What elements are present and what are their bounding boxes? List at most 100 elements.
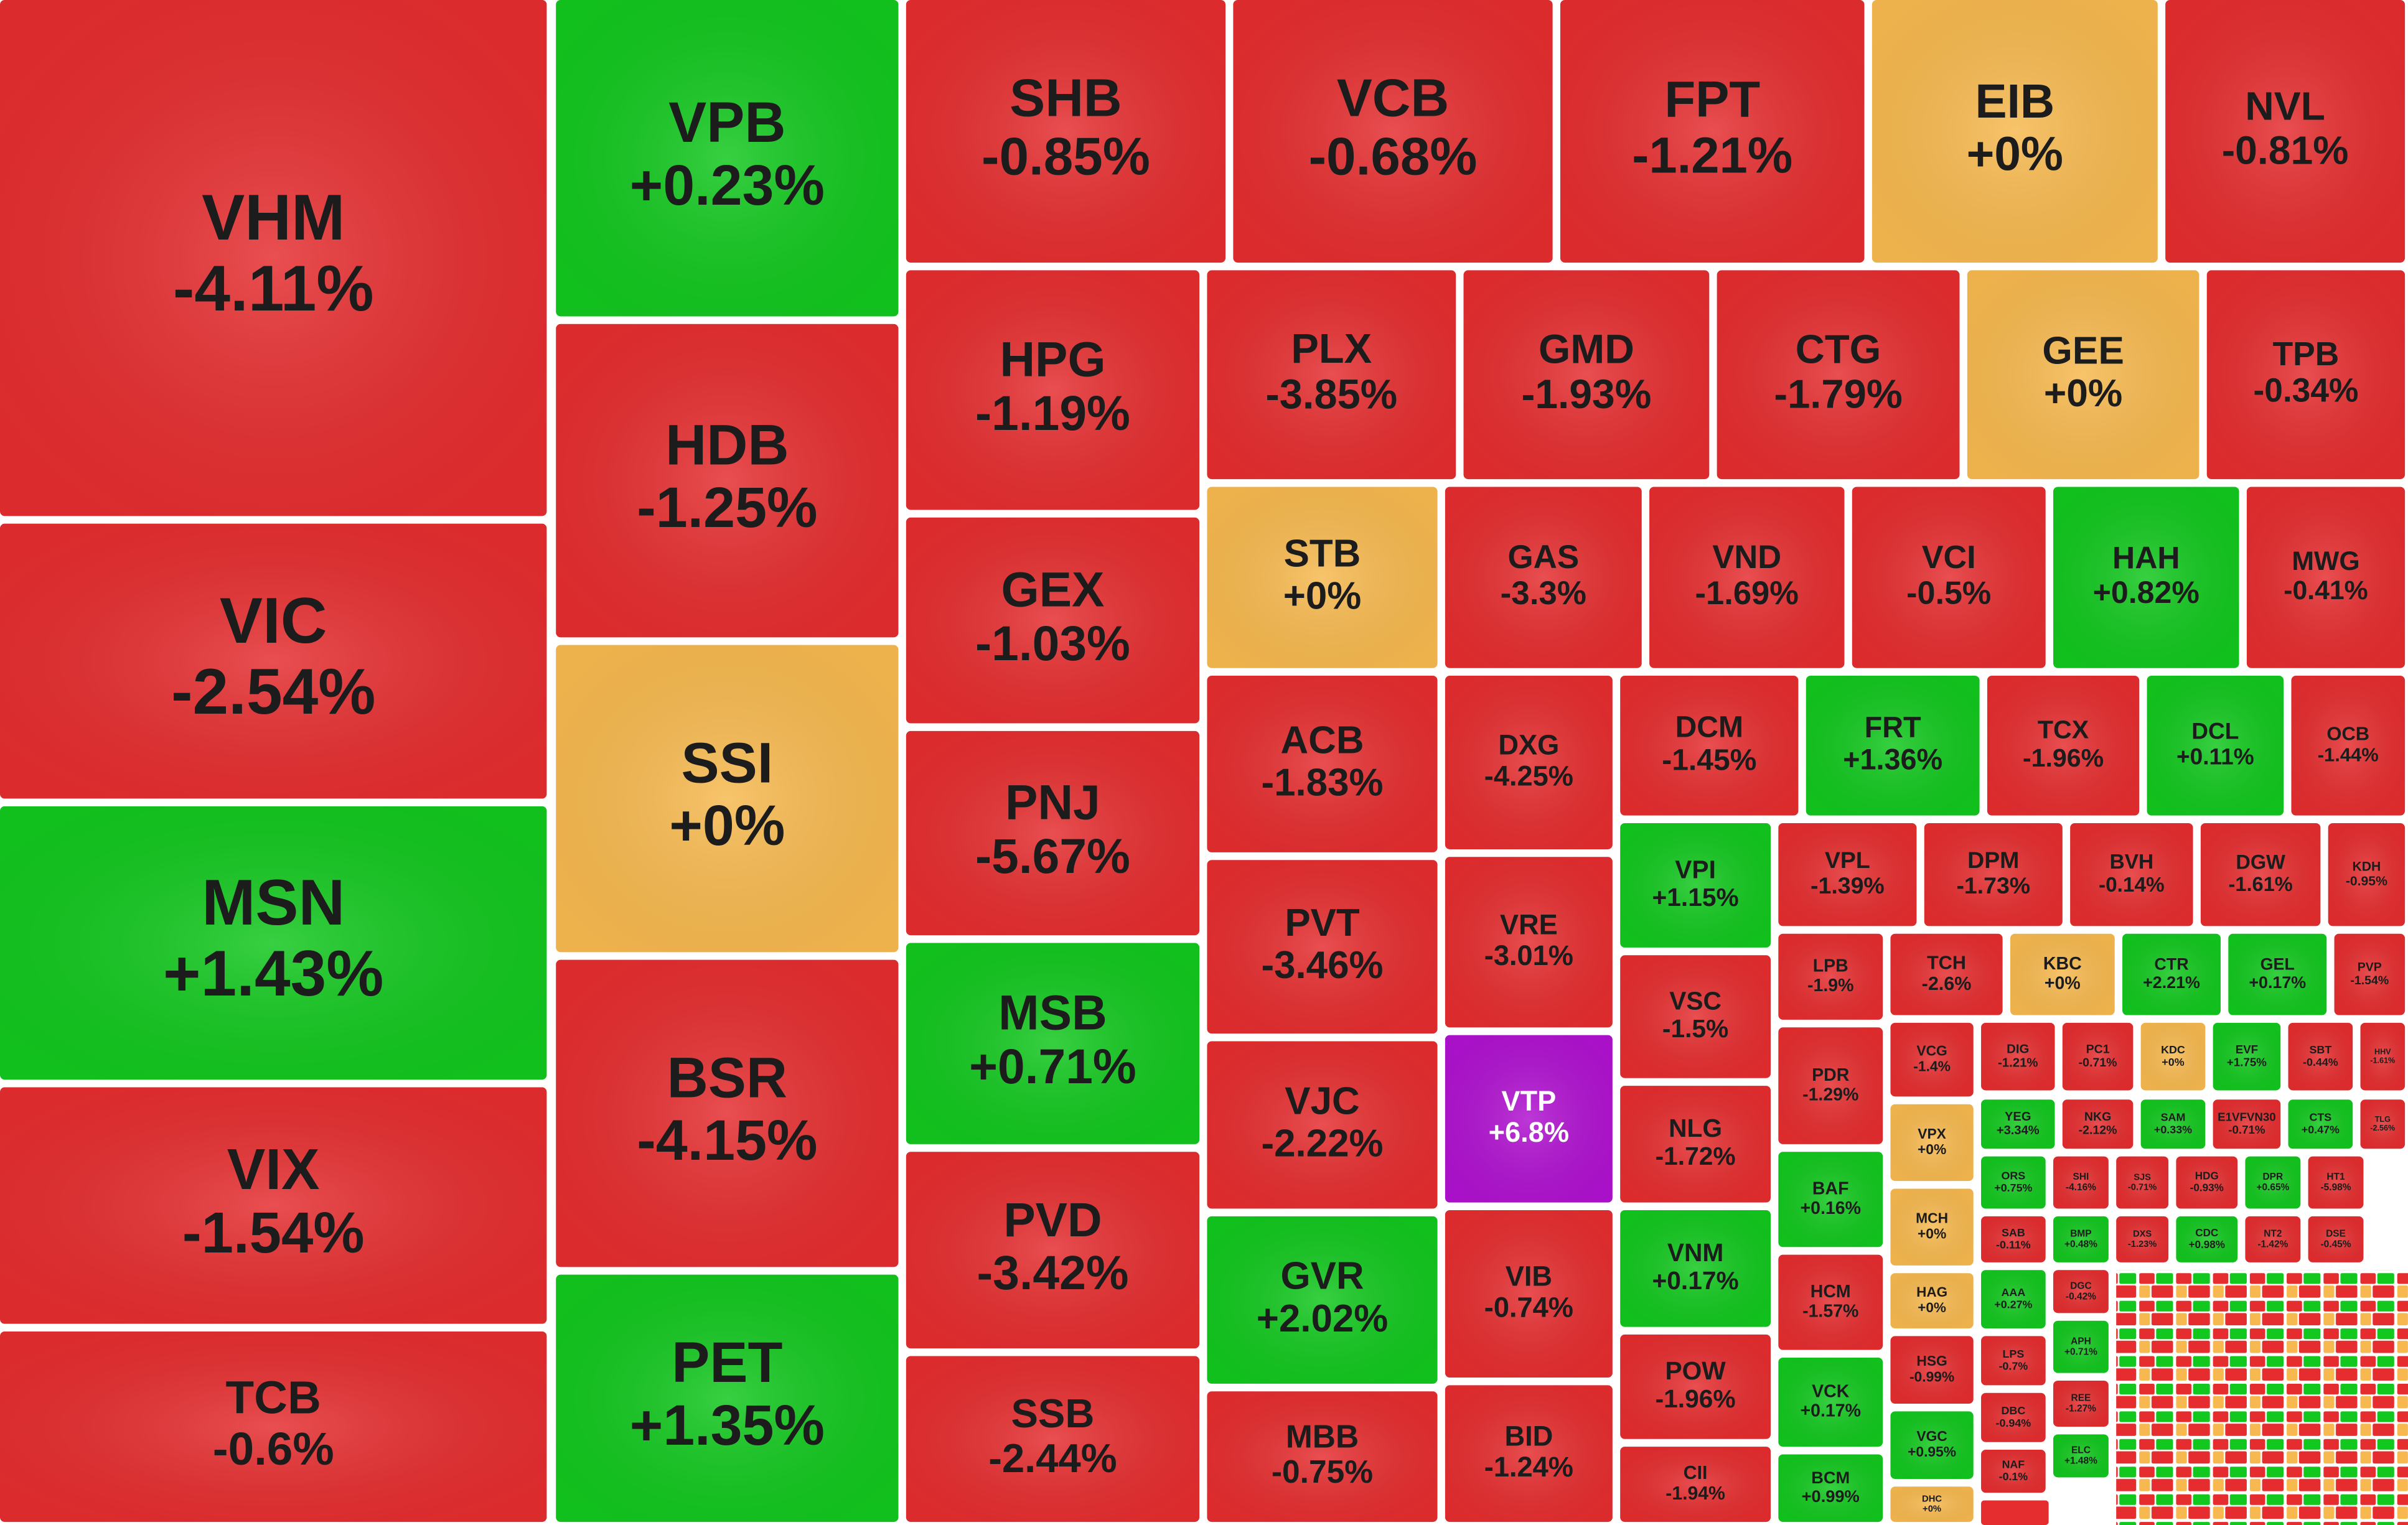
tile-shine <box>1890 1486 1974 1523</box>
tile-shine <box>1924 823 2063 926</box>
stock-tile: LPS-0.7% <box>1981 1336 2046 1386</box>
change-label: -0.74% <box>1484 1291 1573 1323</box>
stock-tile: SSI+0% <box>556 645 899 953</box>
tile-shine <box>2053 1156 2109 1209</box>
ticker-label: VCG <box>1916 1043 1947 1059</box>
tile-shine <box>1620 1334 1771 1439</box>
change-label: +0.16% <box>1801 1198 1861 1218</box>
ticker-label: ELC <box>2071 1445 2091 1456</box>
change-label: -1.54% <box>182 1200 365 1265</box>
ticker-label: GEX <box>1001 562 1104 617</box>
tile-shine <box>2245 1216 2301 1262</box>
ticker-label: EIB <box>1975 75 2055 128</box>
stock-tile: DCL+0.11% <box>2147 676 2284 816</box>
ticker-label: NVL <box>2245 84 2325 129</box>
change-label: -1.27% <box>2066 1404 2096 1414</box>
ticker-label: HAG <box>1916 1284 1947 1300</box>
tile-shine <box>1445 1210 1613 1378</box>
change-label: -3.46% <box>1261 944 1383 987</box>
tile-shine <box>2334 933 2406 1015</box>
change-label: +0% <box>1918 1141 1946 1157</box>
stock-tile: NVL-0.81% <box>2165 0 2406 263</box>
change-label: +1.75% <box>2227 1055 2267 1068</box>
change-label: -1.94% <box>1665 1483 1725 1504</box>
tile-shine <box>906 730 1200 936</box>
tile-shine <box>2070 823 2193 926</box>
stock-tile: POW-1.96% <box>1620 1334 1771 1439</box>
stock-tile: SHI-4.16% <box>2053 1156 2109 1209</box>
change-label: -1.61% <box>2370 1056 2395 1065</box>
stock-tile: KDC+0% <box>2140 1022 2206 1091</box>
stock-tile: PNJ-5.67% <box>906 730 1200 936</box>
ticker-label: VIC <box>220 584 327 656</box>
stock-tile: VGC+0.95% <box>1890 1411 1974 1479</box>
ticker-label: MSN <box>202 866 345 938</box>
stock-tile: PLX-3.85% <box>1207 270 1456 480</box>
ticker-label: AAA <box>2001 1286 2025 1299</box>
tile-shine <box>2140 1022 2206 1091</box>
stock-tile: DGC-0.42% <box>2053 1270 2109 1313</box>
stock-tile: YEG+3.34% <box>1981 1099 2055 1149</box>
tile-shine <box>1778 1152 1883 1248</box>
ticker-label: MCH <box>1916 1210 1948 1226</box>
tile-shine <box>2147 676 2284 816</box>
ticker-label: BID <box>1504 1420 1553 1452</box>
change-label: +0.23% <box>630 154 825 217</box>
tile-shine <box>0 0 547 516</box>
tile-shine <box>2213 1099 2281 1149</box>
tile-shine <box>2010 933 2115 1015</box>
change-label: +2.21% <box>2143 973 2200 992</box>
change-label: +0.48% <box>2064 1239 2097 1250</box>
ticker-label: VGC <box>1916 1428 1947 1444</box>
change-label: +6.8% <box>1489 1116 1569 1148</box>
stock-tile: DSE-0.45% <box>2308 1216 2364 1262</box>
tile-shine <box>1890 1188 1974 1266</box>
tile-shine <box>1207 487 1438 668</box>
stock-tile: SAB-0.11% <box>1981 1216 2046 1262</box>
change-label: -4.11% <box>173 252 374 324</box>
stock-tile: STB+0% <box>1207 487 1438 668</box>
ticker-label: KBC <box>2043 954 2082 974</box>
stock-tile: PDR-1.29% <box>1778 1027 1883 1144</box>
ticker-label: KDC <box>2161 1043 2185 1056</box>
change-label: -1.54% <box>2350 974 2389 987</box>
ticker-label: VCK <box>1812 1381 1850 1401</box>
change-label: -4.16% <box>2066 1182 2096 1193</box>
stock-tile: TPB-0.34% <box>2206 270 2406 480</box>
stock-tile: KDH-0.95% <box>2328 823 2406 926</box>
tile-shine <box>1981 1099 2055 1149</box>
tile-shine <box>556 324 899 638</box>
tile-shine <box>2053 1216 2109 1262</box>
ticker-label: GAS <box>1507 539 1579 576</box>
change-label: +0% <box>1923 1504 1941 1514</box>
stock-tile: VND-1.69% <box>1649 487 1845 668</box>
stock-tile: HT1-5.98% <box>2308 1156 2364 1209</box>
change-label: -1.23% <box>2128 1239 2157 1249</box>
tile-shine <box>2165 0 2406 263</box>
stock-tile: EVF+1.75% <box>2213 1022 2281 1091</box>
tile-shine <box>0 806 547 1080</box>
tile-shine <box>1981 1156 2046 1209</box>
ticker-label: PET <box>672 1331 782 1394</box>
stock-tile: HCM-1.57% <box>1778 1254 1883 1350</box>
change-label: -1.21% <box>1998 1056 2038 1070</box>
ticker-label: SBT <box>2309 1043 2331 1056</box>
stock-tile: NAF-0.1% <box>1981 1450 2046 1493</box>
change-label: -0.95% <box>2346 874 2387 888</box>
tile-shine <box>906 1356 1200 1523</box>
tiny-tiles <box>2116 1270 2408 1525</box>
change-label: +0% <box>2044 372 2122 415</box>
tile-shine <box>1987 676 2140 816</box>
tile-shine <box>2140 1099 2206 1149</box>
change-label: +0.95% <box>1908 1443 1956 1460</box>
stock-tile: E1VFVN30-0.71% <box>2213 1099 2281 1149</box>
ticker-label: LPB <box>1813 956 1848 976</box>
stock-tile: DXS-1.23% <box>2116 1216 2169 1262</box>
stock-tile: VNM+0.17% <box>1620 1210 1771 1327</box>
stock-tile: BMP+0.48% <box>2053 1216 2109 1262</box>
stock-tile: SHB-0.85% <box>906 0 1226 263</box>
ticker-label: TCH <box>1927 952 1966 973</box>
stock-tile: CTR+2.21% <box>2122 933 2221 1015</box>
stock-tile: GAS-3.3% <box>1445 487 1642 668</box>
